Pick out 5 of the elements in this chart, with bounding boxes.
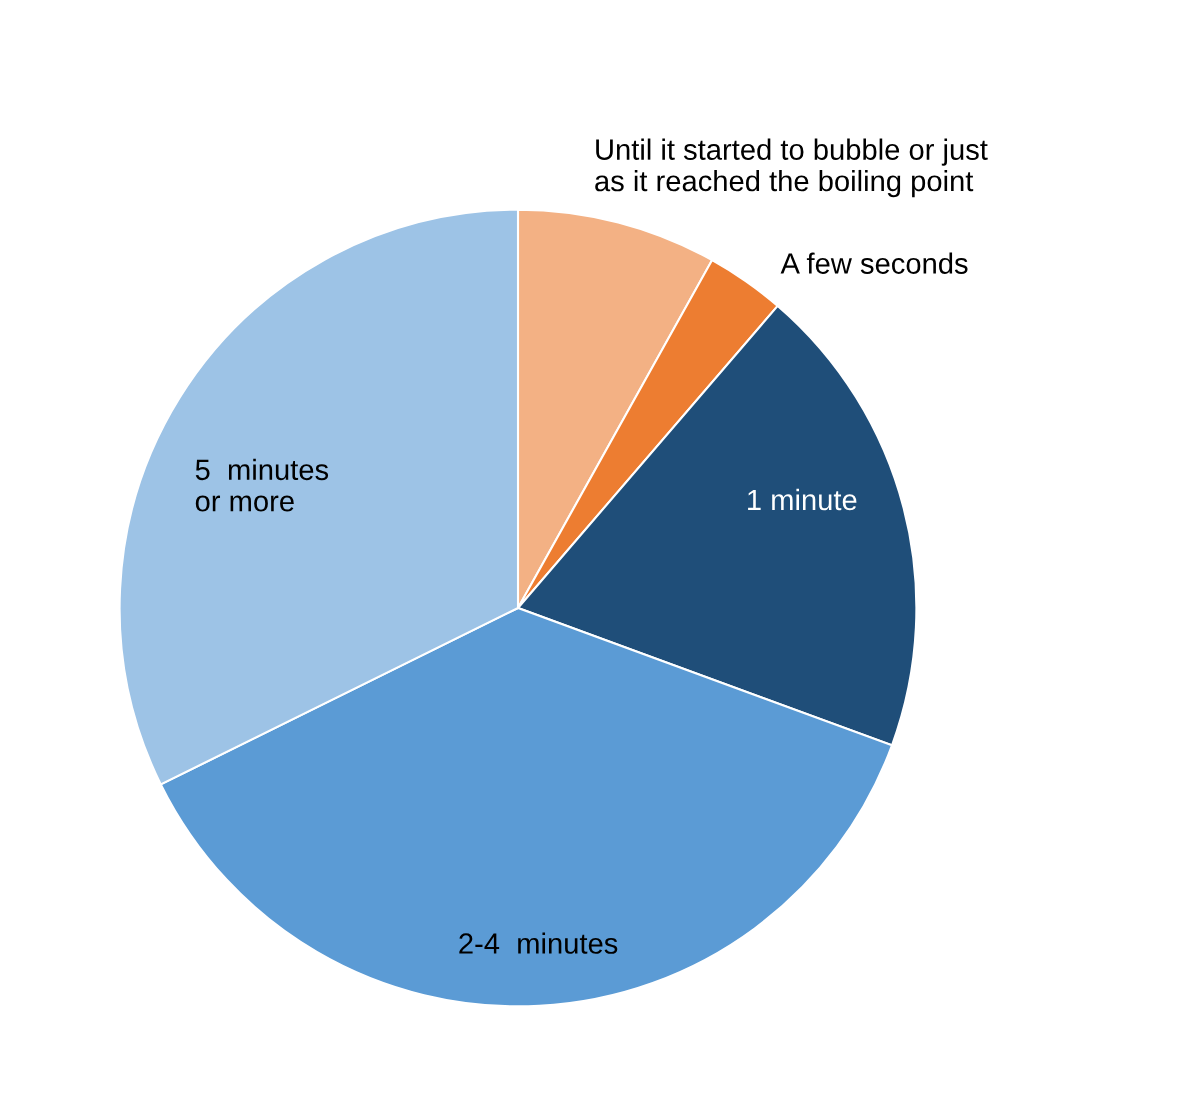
slice-label: 5 minutes or more xyxy=(195,458,329,512)
slice-label: 2-4 minutes xyxy=(459,932,618,954)
slice-label: Until it started to bubble or just as it reached the boiling point xyxy=(595,138,988,198)
slice-label: 1 minute xyxy=(748,488,857,511)
slice-label: A few seconds xyxy=(780,252,968,274)
